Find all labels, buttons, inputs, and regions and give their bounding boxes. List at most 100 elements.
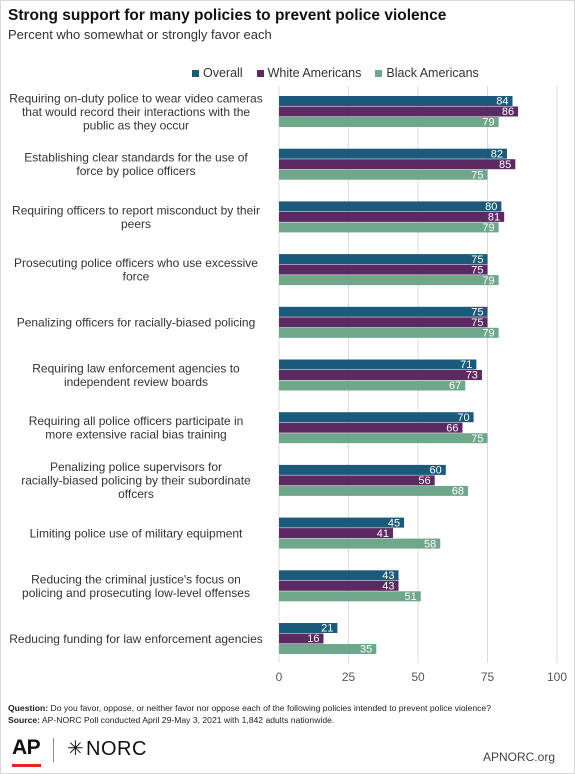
bar-value-label: 41 bbox=[377, 528, 389, 540]
bar-value-label: 81 bbox=[488, 212, 500, 224]
bar-chart: 0 25 50 75 100 Requiring on-duty police to we… bbox=[9, 86, 567, 684]
bar bbox=[279, 475, 435, 486]
bar bbox=[279, 380, 466, 391]
legend-item-black: Black Americans bbox=[375, 66, 479, 80]
bar bbox=[279, 169, 488, 180]
category-label: Requiring law enforcement agencies to ind… bbox=[32, 362, 240, 390]
bar bbox=[279, 370, 482, 380]
bar-value-label: 82 bbox=[491, 148, 503, 160]
bar-value-label: 21 bbox=[321, 623, 333, 635]
legend-swatch-overall bbox=[192, 69, 199, 77]
ap-logo-bar bbox=[12, 764, 41, 767]
x-tick-label: 50 bbox=[411, 670, 425, 684]
bar bbox=[279, 538, 441, 549]
category-label: Reducing the criminal justice's focus on… bbox=[22, 572, 250, 600]
bar bbox=[279, 412, 474, 423]
bar-value-label: 79 bbox=[482, 328, 494, 340]
x-tick-label: 25 bbox=[342, 670, 356, 684]
bar-value-label: 51 bbox=[405, 591, 417, 603]
source-text: AP-NORC Poll conducted April 29-May 3, 2… bbox=[41, 715, 335, 725]
bar bbox=[279, 117, 499, 127]
bar-value-label: 43 bbox=[382, 581, 394, 593]
question-text: Do you favor, oppose, or neither favor n… bbox=[50, 703, 491, 713]
source-label: Source: bbox=[8, 715, 40, 725]
source-url: APNORC.org bbox=[482, 750, 555, 764]
bar-value-label: 86 bbox=[502, 106, 514, 118]
bar bbox=[279, 211, 505, 222]
bar-value-label: 35 bbox=[360, 644, 372, 656]
bar bbox=[279, 327, 499, 338]
category-label: Requiring all police officers participat… bbox=[29, 414, 244, 442]
bar bbox=[279, 96, 513, 106]
bar-value-label: 43 bbox=[382, 570, 394, 582]
bar-value-label: 56 bbox=[418, 475, 430, 487]
x-tick-label: 75 bbox=[481, 670, 495, 684]
bar-value-label: 75 bbox=[471, 264, 483, 276]
bar bbox=[279, 517, 405, 528]
legend-swatch-white bbox=[256, 69, 264, 77]
bar-value-label: 75 bbox=[471, 254, 483, 266]
bar bbox=[279, 570, 399, 581]
bar-value-label: 68 bbox=[452, 486, 464, 498]
category-label: Establishing clear standards for the use… bbox=[24, 151, 248, 179]
bar bbox=[279, 528, 393, 539]
bar bbox=[279, 306, 488, 317]
norc-logo-text: NORC bbox=[86, 738, 147, 760]
legend-label-overall: Overall bbox=[203, 66, 243, 80]
bar-value-label: 67 bbox=[449, 380, 461, 392]
x-tick-label: 100 bbox=[547, 670, 567, 684]
legend-swatch-black bbox=[375, 69, 383, 77]
bar-value-label: 85 bbox=[499, 159, 511, 171]
legend-label-white: White Americans bbox=[267, 66, 362, 80]
bar bbox=[279, 275, 499, 286]
question-label: Question: bbox=[8, 703, 49, 713]
category-label: Reducing funding for law enforcement age… bbox=[9, 632, 263, 646]
category-label: Requiring on-duty police to wear video c… bbox=[9, 91, 262, 132]
bar bbox=[279, 359, 477, 370]
bar-value-label: 75 bbox=[471, 169, 483, 181]
category-label: Prosecuting police officers who use exce… bbox=[14, 256, 258, 284]
bar-value-label: 66 bbox=[446, 422, 458, 434]
legend-item-white: White Americans bbox=[256, 66, 362, 80]
question-note: Question: Do you favor, oppose, or neith… bbox=[8, 703, 491, 713]
norc-star-icon: ✳ bbox=[67, 738, 84, 760]
bar bbox=[279, 201, 502, 212]
bar-value-label: 45 bbox=[388, 517, 400, 529]
bar bbox=[279, 148, 507, 159]
bar bbox=[279, 485, 469, 496]
logo-divider bbox=[53, 738, 54, 762]
bar-value-label: 79 bbox=[482, 275, 494, 287]
norc-logo: NORC bbox=[86, 738, 147, 761]
legend-item-overall: Overall bbox=[192, 66, 243, 80]
bar-value-label: 60 bbox=[430, 465, 442, 477]
bar-value-label: 75 bbox=[471, 433, 483, 445]
bar bbox=[279, 317, 488, 328]
chart-subtitle: Percent who somewhat or strongly favor e… bbox=[8, 27, 272, 42]
legend-label-black: Black Americans bbox=[386, 66, 479, 80]
bar bbox=[279, 222, 499, 233]
bar-value-label: 80 bbox=[485, 201, 497, 213]
category-label: Penalizing officers for racially-biased … bbox=[17, 316, 256, 330]
bar-value-label: 71 bbox=[460, 359, 472, 371]
bar-value-label: 79 bbox=[482, 222, 494, 234]
bar-value-label: 58 bbox=[424, 538, 436, 550]
bar bbox=[279, 591, 421, 602]
bar bbox=[279, 264, 488, 275]
bar-value-label: 84 bbox=[496, 96, 508, 108]
x-tick-label: 0 bbox=[276, 670, 283, 684]
bar bbox=[279, 254, 488, 265]
bar bbox=[279, 159, 516, 170]
category-label: Limiting police use of military equipmen… bbox=[30, 526, 243, 540]
bar-value-label: 75 bbox=[471, 317, 483, 329]
source-note: Source: AP-NORC Poll conducted April 29-… bbox=[8, 715, 334, 725]
bar bbox=[279, 623, 338, 633]
bar-value-label: 70 bbox=[457, 412, 469, 424]
bar-value-label: 75 bbox=[471, 307, 483, 319]
bar bbox=[279, 106, 519, 117]
ap-logo: AP bbox=[12, 736, 41, 759]
legend: Overall White Americans Black Americans bbox=[192, 66, 493, 80]
category-label: Requiring officers to report misconduct … bbox=[12, 203, 260, 231]
bar bbox=[279, 644, 377, 654]
bar-value-label: 73 bbox=[466, 370, 478, 382]
bar bbox=[279, 580, 399, 591]
